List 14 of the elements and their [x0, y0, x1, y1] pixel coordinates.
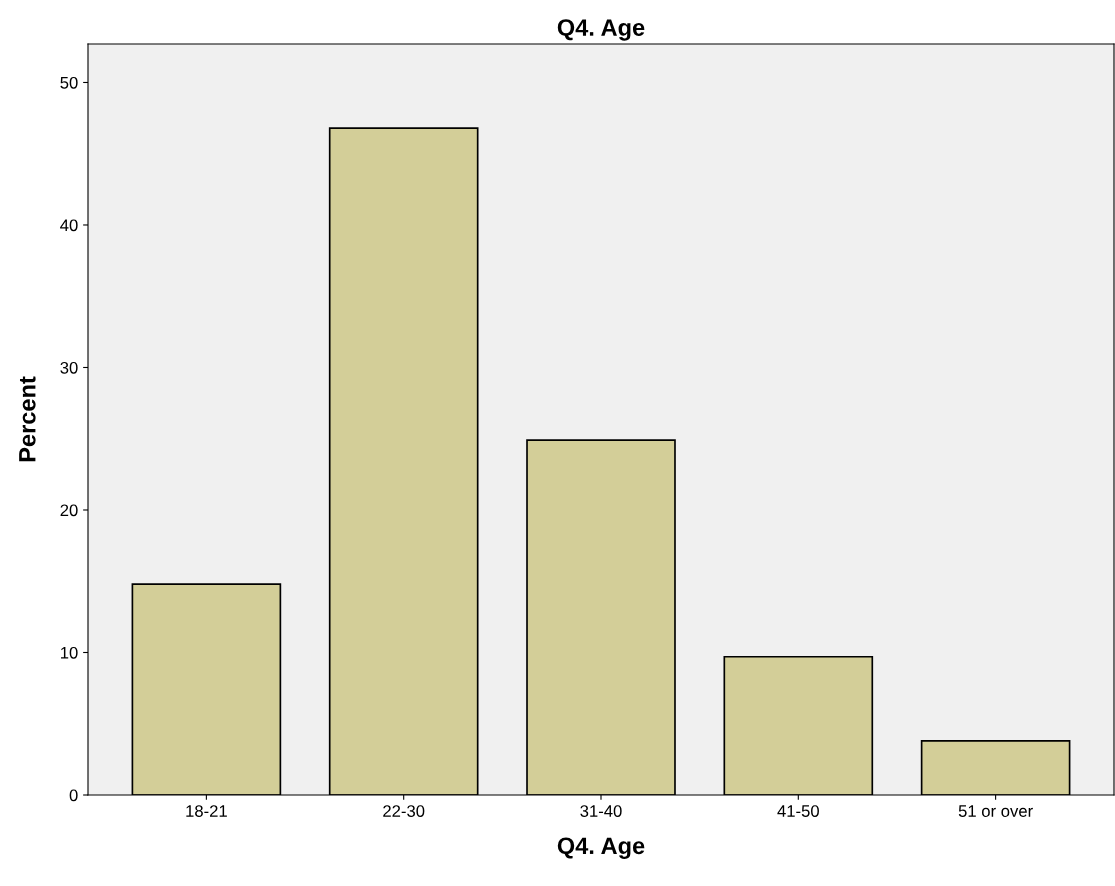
x-tick-label: 41-50	[777, 805, 819, 817]
y-tick-label: 20	[60, 504, 78, 517]
y-tick-label: 0	[69, 789, 78, 802]
y-axis-title: Percent	[19, 376, 36, 462]
x-axis-title: Q4. Age	[557, 837, 645, 859]
chart-title: Q4. Age	[557, 19, 645, 41]
x-tick-label: 22-30	[383, 805, 425, 817]
x-tick-label: 31-40	[580, 805, 622, 817]
x-tick-label: 18-21	[186, 805, 227, 817]
y-tick-label: 40	[60, 219, 78, 232]
y-tick-label: 10	[61, 646, 78, 659]
x-tick-label: 51 or over	[958, 805, 1033, 817]
y-tick-label: 50	[60, 76, 78, 89]
y-tick-label: 30	[60, 361, 78, 374]
